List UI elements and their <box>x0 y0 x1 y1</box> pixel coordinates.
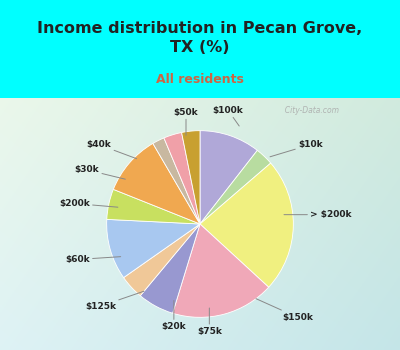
Wedge shape <box>153 138 200 224</box>
Wedge shape <box>124 224 200 296</box>
Wedge shape <box>107 219 200 278</box>
Wedge shape <box>173 224 269 317</box>
Text: City-Data.com: City-Data.com <box>280 106 339 114</box>
Text: All residents: All residents <box>156 73 244 86</box>
Text: $75k: $75k <box>197 308 222 336</box>
Wedge shape <box>113 144 200 224</box>
Text: $20k: $20k <box>162 301 186 331</box>
Text: $100k: $100k <box>213 106 243 126</box>
Wedge shape <box>200 150 271 224</box>
Text: $10k: $10k <box>270 140 323 157</box>
Wedge shape <box>140 224 200 313</box>
Text: $30k: $30k <box>74 165 125 179</box>
Wedge shape <box>107 189 200 224</box>
Text: $50k: $50k <box>174 107 198 135</box>
Text: $60k: $60k <box>65 255 121 264</box>
Wedge shape <box>200 163 293 287</box>
Text: $200k: $200k <box>59 199 118 208</box>
Wedge shape <box>200 131 257 224</box>
Text: Income distribution in Pecan Grove,
TX (%): Income distribution in Pecan Grove, TX (… <box>37 21 363 55</box>
Text: $150k: $150k <box>256 299 313 322</box>
Text: $40k: $40k <box>86 140 136 159</box>
Wedge shape <box>164 133 200 224</box>
Text: > $200k: > $200k <box>284 210 352 219</box>
Text: $125k: $125k <box>85 291 144 311</box>
Wedge shape <box>182 131 200 224</box>
